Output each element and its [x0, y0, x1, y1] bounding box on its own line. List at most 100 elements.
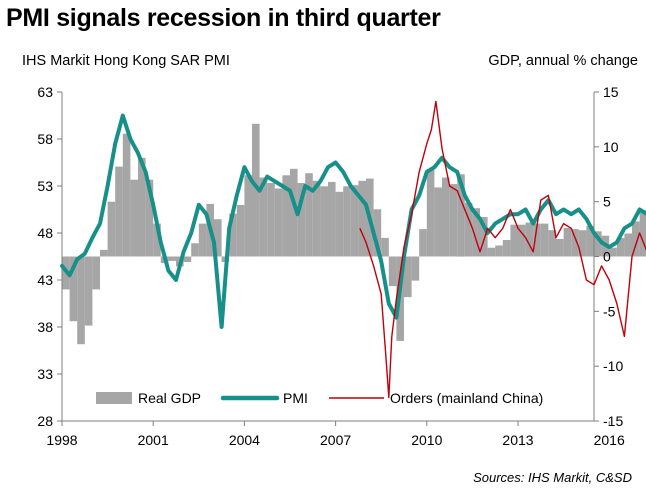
orders-line	[359, 100, 646, 399]
x-tick-label: 2004	[229, 432, 260, 448]
pmi-line	[60, 113, 646, 329]
gdp-bar	[525, 222, 534, 257]
source-note: Sources: IHS Markit, C&SD	[473, 470, 632, 485]
gdp-bar	[297, 183, 306, 257]
gdp-bar	[411, 256, 420, 281]
chart-title: PMI signals recession in third quarter	[6, 4, 441, 32]
gdp-bar	[244, 175, 252, 257]
gdp-bar	[122, 133, 131, 257]
gdp-bar	[92, 256, 100, 290]
legend-label-pmi: PMI	[283, 390, 308, 406]
gdp-bar	[426, 168, 435, 257]
x-tick-label: 2007	[320, 432, 351, 448]
gdp-bar	[358, 180, 366, 257]
legend-label-orders: Orders (mainland China)	[390, 390, 543, 406]
gdp-bar	[335, 191, 344, 257]
right-tick-label: 10	[603, 139, 619, 155]
right-tick-label: 5	[603, 194, 611, 210]
x-tick-label: 2013	[502, 432, 533, 448]
gdp-bar	[449, 184, 458, 257]
right-tick-label: 0	[603, 249, 611, 265]
gdp-bar	[563, 228, 572, 257]
gdp-bar	[578, 230, 587, 257]
gdp-bar	[115, 166, 123, 257]
gdp-bar	[290, 168, 298, 257]
gdp-bar	[145, 179, 154, 257]
right-tick-label: -10	[603, 358, 623, 374]
gdp-bar	[616, 237, 625, 257]
tick-labels: 63 58 53 48 43 38 33 28 15 10 5 0 -5 -10 -15 1998 2001 20…	[37, 84, 625, 448]
gdp-bar	[259, 177, 268, 257]
gdp-bar	[214, 219, 222, 257]
gdp-bar	[388, 256, 397, 287]
right-tick-label: 15	[603, 84, 619, 100]
gdp-bar	[198, 223, 207, 257]
gdp-bar	[153, 223, 161, 257]
series-lines	[60, 100, 646, 399]
gdp-bar	[495, 245, 503, 257]
gdp-bar	[594, 231, 602, 257]
gdp-bar	[373, 209, 382, 257]
gdp-bar	[548, 230, 556, 257]
x-tick-label: 1998	[46, 432, 77, 448]
gdp-bar	[480, 217, 488, 257]
legend-label-gdp: Real GDP	[138, 390, 201, 406]
axes	[57, 91, 610, 426]
left-tick-label: 38	[37, 319, 53, 335]
gdp-bar	[168, 256, 176, 261]
gdp-bar	[404, 256, 412, 298]
right-tick-label: -5	[603, 303, 616, 319]
left-tick-label: 48	[37, 225, 53, 241]
gdp-bar	[639, 210, 646, 257]
gdp-bar	[252, 123, 260, 257]
gdp-bar	[510, 224, 518, 257]
left-tick-label: 33	[37, 366, 53, 382]
legend: Real GDP PMI Orders (mainland China)	[96, 390, 543, 406]
gdp-bar	[69, 256, 78, 322]
gdp-bar	[138, 157, 146, 257]
gdp-bar	[312, 180, 321, 257]
gdp-bar	[540, 223, 549, 257]
left-tick-label: 58	[37, 131, 53, 147]
gdp-bar	[632, 221, 640, 257]
gdp-bar	[533, 223, 541, 257]
gdp-bar	[464, 202, 473, 257]
gdp-bar	[556, 239, 564, 257]
gdp-bar	[434, 187, 442, 257]
gdp-bar	[442, 177, 450, 257]
gdp-bar	[274, 188, 283, 257]
gdp-bar	[381, 237, 389, 257]
gdp-bar	[586, 225, 594, 257]
gdp-bar	[328, 181, 336, 257]
left-tick-label: 63	[37, 84, 53, 100]
gdp-bar	[320, 186, 328, 257]
gdp-bar	[487, 247, 496, 257]
gdp-bar	[267, 183, 275, 257]
gdp-bar	[518, 224, 526, 257]
gdp-bar	[282, 175, 290, 257]
gdp-bar	[502, 240, 511, 257]
legend-swatch-gdp	[96, 392, 132, 404]
gdp-bar	[236, 205, 245, 257]
x-tick-label: 2010	[411, 432, 442, 448]
left-tick-label: 28	[37, 413, 53, 429]
gdp-bar	[183, 256, 192, 262]
right-axis-title: GDP, annual % change	[488, 53, 638, 69]
left-tick-label: 53	[37, 178, 53, 194]
gdp-bar	[419, 229, 427, 257]
gdp-bar	[107, 201, 116, 257]
left-tick-label: 43	[37, 272, 53, 288]
x-tick-label: 2016	[594, 432, 625, 448]
gdp-bar	[77, 256, 85, 345]
gdp-bar	[343, 186, 351, 257]
gdp-bar	[571, 229, 579, 257]
gdp-bar	[350, 185, 359, 257]
gdp-bar	[624, 233, 632, 257]
gdp-bar	[100, 249, 108, 257]
gdp-bar	[84, 256, 93, 326]
gdp-bar	[191, 243, 199, 257]
right-tick-label: -15	[603, 413, 623, 429]
gdp-bars	[62, 123, 646, 345]
gdp-bar	[305, 173, 313, 257]
